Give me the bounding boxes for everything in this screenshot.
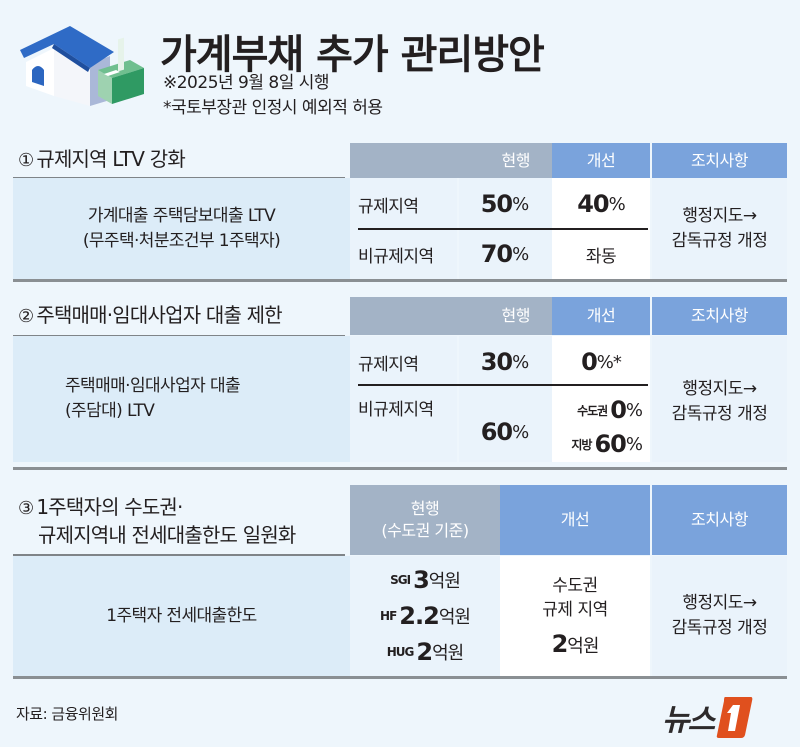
logo-text: 뉴스: [662, 703, 715, 738]
section-1-action-col: [652, 178, 787, 280]
section-1-bottom-line: [13, 279, 787, 282]
section-2-action-col: [652, 336, 787, 462]
news1-logo: 뉴스: [662, 695, 753, 739]
region-label: 규제지역: [358, 354, 419, 375]
region-label: 비규제지역: [358, 399, 434, 420]
section-2-label: 주택매매·임대사업자 대출 (주담대) LTV: [13, 336, 350, 462]
improved-capital-area: 수도권 0%: [577, 396, 643, 424]
section-2-region-col: [350, 336, 457, 462]
section-1-label: 가계대출 주택담보대출 LTV (무주택·처분조건부 1주택자): [13, 178, 350, 280]
section-3-current-col: [350, 556, 500, 677]
section-1-title: ① 규제지역 LTV 강화: [18, 147, 186, 171]
current-value: 60%: [480, 418, 530, 446]
hug-limit: HUG 2 억원: [386, 638, 464, 666]
section-3-divider: [13, 554, 345, 557]
sgi-limit: SGI 3 억원: [390, 566, 461, 594]
section-3-header-improved: 개선: [500, 485, 650, 555]
section-2-header-action: 조치사항: [652, 297, 787, 335]
section-3-action-col: [652, 556, 787, 677]
section-1-header-action: 조치사항: [652, 143, 787, 178]
section-3-action: 행정지도→ 감독규정 개정: [671, 593, 768, 638]
region-label: 규제지역: [358, 196, 419, 217]
hf-limit: HF 2.2 억원: [380, 602, 471, 630]
section-3-improved: 수도권 규제 지역 2억원: [542, 576, 608, 658]
section-2-header-current: 현행: [350, 297, 552, 335]
current-value: 50%: [480, 190, 530, 218]
improved-value: 좌동: [585, 246, 617, 267]
section-2-current-col: [459, 336, 552, 462]
section-3-header-action: 조치사항: [652, 485, 787, 555]
section-3-number: ③: [18, 498, 34, 519]
section-1-action: 행정지도→ 감독규정 개정: [671, 206, 768, 251]
section-1-number: ①: [18, 150, 34, 171]
exception-note: *국토부장관 인정시 예외적 허용: [163, 98, 383, 118]
page-title: 가계부채 추가 관리방안: [160, 32, 545, 78]
house-with-money-icon: [20, 26, 144, 106]
current-value: 30%: [480, 348, 530, 376]
section-3-bottom-line: [13, 676, 787, 679]
source-credit: 자료: 금융위원회: [16, 705, 118, 723]
section-3-improved-col: [500, 556, 650, 677]
improved-value: 0 %*: [581, 348, 622, 376]
section-2-bottom-line: [13, 467, 787, 470]
effective-date-note: ※2025년 9월 8일 시행: [163, 73, 330, 93]
current-value: 70%: [480, 240, 530, 268]
section-1-header-improved: 개선: [552, 143, 650, 178]
section-3-header-current: 현행 (수도권 기준): [350, 485, 500, 555]
region-label: 비규제지역: [358, 246, 434, 267]
row-separator: [358, 228, 648, 230]
section-2-header-improved: 개선: [552, 297, 650, 335]
section-3-current-list: SGI 3 억원 HF 2.2 억원 HUG 2 억원: [350, 562, 500, 670]
section-2-number: ②: [18, 306, 34, 327]
section-2-title: ② 주택매매·임대사업자 대출 제한: [18, 303, 283, 327]
section-3-label: 1주택자 전세대출한도: [13, 556, 350, 677]
logo-one-mark-icon: [716, 697, 753, 738]
section-3-title: ③ 1주택자의 수도권· 규제지역내 전세대출한도 일원화: [18, 495, 296, 547]
row-separator: [358, 384, 648, 386]
improved-provinces: 지방 60%: [571, 430, 643, 458]
section-2-action: 행정지도→ 감독규정 개정: [671, 379, 768, 424]
section-2-improved-col: [552, 336, 650, 462]
section-1-header-current: 현행: [350, 143, 552, 178]
improved-value: 40%: [577, 190, 626, 218]
